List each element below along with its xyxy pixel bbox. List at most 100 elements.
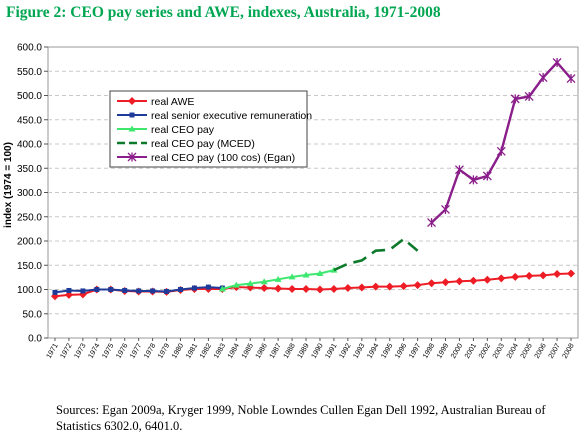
- source-note: Sources: Egan 2009a, Kryger 1999, Noble …: [56, 403, 546, 433]
- x-tick-label: 1990: [309, 342, 325, 360]
- data-point: [94, 287, 100, 292]
- x-tick-label: 1988: [281, 342, 297, 360]
- data-point: [538, 73, 548, 83]
- y-tick-label: 200.0: [17, 237, 42, 248]
- y-tick-label: 100.0: [17, 285, 42, 296]
- legend-swatch-marker: [129, 112, 135, 118]
- x-tick-label: 1976: [114, 342, 130, 360]
- series-3: [333, 237, 419, 272]
- data-point: [441, 278, 450, 287]
- data-point: [316, 269, 324, 276]
- data-point: [427, 218, 437, 228]
- legend-label: real AWE: [151, 96, 194, 108]
- x-tick-label: 2001: [462, 342, 478, 360]
- x-tick-label: 1980: [169, 342, 185, 360]
- x-tick-label: 2005: [518, 342, 534, 360]
- y-tick-label: 450.0: [17, 115, 42, 126]
- data-point: [357, 283, 366, 292]
- x-tick-label: 1987: [267, 342, 283, 360]
- y-tick-label: 300.0: [17, 188, 42, 199]
- x-tick-label: 1974: [86, 342, 102, 360]
- x-tick-label: 1994: [365, 342, 381, 360]
- data-point: [553, 269, 562, 278]
- x-tick-label: 1995: [379, 342, 395, 360]
- x-tick-label: 1984: [225, 342, 241, 360]
- data-point: [524, 91, 534, 101]
- data-point: [136, 288, 142, 294]
- x-tick-label: 1978: [142, 342, 158, 360]
- data-point: [482, 171, 492, 181]
- x-tick-label: 1991: [323, 342, 339, 360]
- legend-item: real AWE: [117, 96, 194, 108]
- legend-item: real CEO pay (100 cos) (Egan): [117, 152, 295, 164]
- x-tick-label: 2004: [504, 342, 520, 360]
- x-tick-label: 1981: [183, 342, 199, 360]
- x-tick-label: 2003: [490, 341, 506, 359]
- data-point: [539, 271, 548, 280]
- data-point: [191, 285, 197, 291]
- series-layer: [50, 58, 576, 301]
- x-tick-label: 1992: [337, 342, 353, 360]
- data-point: [427, 279, 436, 288]
- legend-label: real senior executive remuneration: [151, 110, 312, 122]
- legend-item: real senior executive remuneration: [117, 110, 312, 122]
- data-point: [315, 285, 324, 294]
- data-point: [329, 285, 338, 294]
- x-tick-label: 2000: [448, 342, 464, 360]
- y-tick-label: 150.0: [17, 261, 42, 272]
- y-axis: 0.0 50.0 100.0 150.0 200.0 250.0 300.0 350.0 400…: [17, 43, 48, 345]
- legend-swatch-marker: [128, 97, 136, 105]
- data-point: [399, 282, 408, 291]
- y-tick-label: 350.0: [17, 164, 42, 175]
- x-tick-label: 1982: [197, 342, 213, 360]
- series-4: [427, 58, 576, 228]
- x-tick-label: 1993: [351, 342, 367, 360]
- data-point: [511, 272, 520, 281]
- x-tick-label: 2002: [476, 342, 492, 360]
- line-chart: 0.0 50.0 100.0 150.0 200.0 250.0 300.0 350.0 400…: [3, 43, 579, 360]
- x-tick-label: 1977: [128, 342, 144, 360]
- x-tick-label: 2008: [560, 342, 576, 360]
- data-point: [483, 275, 492, 284]
- x-tick-label: 1998: [420, 342, 436, 360]
- data-point: [468, 175, 478, 185]
- data-point: [288, 273, 296, 280]
- legend-label: real CEO pay (100 cos) (Egan): [151, 152, 295, 164]
- y-tick-label: 500.0: [17, 91, 42, 102]
- data-point: [455, 277, 464, 286]
- data-point: [52, 289, 58, 295]
- data-point: [525, 271, 534, 280]
- data-point: [496, 146, 506, 156]
- data-point: [343, 284, 352, 293]
- data-point: [441, 204, 450, 214]
- data-point: [178, 287, 183, 292]
- data-point: [80, 288, 86, 294]
- data-point: [469, 276, 478, 285]
- legend: real AWE real senior executive remunerati…: [109, 90, 312, 168]
- legend-swatch-marker: [127, 152, 137, 162]
- y-axis-label: index (1974 = 100): [3, 142, 14, 228]
- data-point: [246, 280, 254, 287]
- data-point: [288, 285, 297, 294]
- y-tick-label: 0.0: [28, 334, 42, 345]
- x-axis: 1971197219731974197519761977197819791980…: [44, 338, 576, 360]
- series-line: [333, 237, 419, 272]
- data-point: [302, 285, 311, 294]
- data-point: [122, 287, 128, 293]
- data-point: [454, 165, 464, 175]
- data-point: [108, 287, 114, 292]
- x-tick-label: 1975: [100, 342, 116, 360]
- series-2: [218, 266, 338, 292]
- data-point: [413, 281, 422, 290]
- series-line: [54, 272, 572, 298]
- data-point: [232, 281, 240, 288]
- x-tick-label: 1983: [211, 342, 227, 360]
- series-line: [430, 60, 572, 224]
- data-point: [567, 269, 576, 278]
- legend-item: real CEO pay: [117, 124, 215, 136]
- data-point: [218, 285, 226, 292]
- x-tick-label: 1985: [239, 342, 255, 360]
- x-tick-label: 2006: [532, 342, 548, 360]
- x-tick-label: 1986: [253, 342, 269, 360]
- data-point: [552, 58, 562, 68]
